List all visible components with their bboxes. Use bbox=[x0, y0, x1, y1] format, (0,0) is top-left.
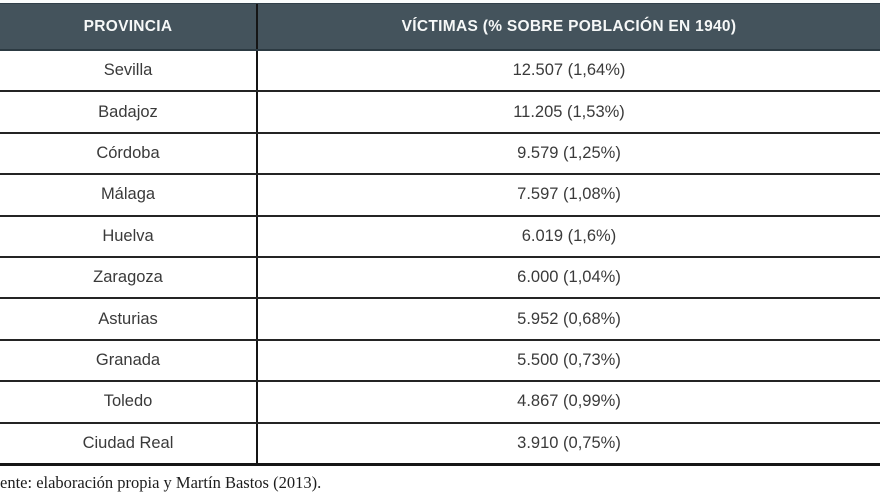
provincia-cell: Granada bbox=[0, 340, 258, 381]
source-note: ente: elaboración propia y Martín Bastos… bbox=[0, 472, 322, 492]
table-header-row: PROVINCIA VÍCTIMAS (% SOBRE POBLACIÓN EN… bbox=[0, 3, 880, 51]
victimas-cell: 4.867 (0,99%) bbox=[517, 392, 621, 411]
header-victimas: VÍCTIMAS (% SOBRE POBLACIÓN EN 1940) bbox=[401, 17, 737, 35]
victimas-cell: 6.019 (1,6%) bbox=[521, 226, 617, 245]
provincia-cell: Málaga bbox=[0, 175, 258, 215]
top-margin bbox=[0, 0, 880, 3]
provincia-cell: Zaragoza bbox=[0, 257, 258, 298]
table-row: Asturias 5.952 (0,68%) bbox=[0, 299, 880, 341]
table-row: Málaga 7.597 (1,08%) bbox=[0, 175, 880, 217]
provincia-cell: Ciudad Real bbox=[0, 423, 258, 463]
table-row: Ciudad Real 3.910 (0,75%) bbox=[0, 423, 880, 463]
victimas-cell: 12.507 (1,64%) bbox=[512, 61, 626, 80]
table-row: Zaragoza 6.000 (1,04%) bbox=[0, 257, 880, 300]
provincia-cell: Toledo bbox=[0, 382, 258, 422]
provincia-cell: Badajoz bbox=[0, 92, 258, 132]
victimas-cell: 5.952 (0,68%) bbox=[517, 309, 621, 328]
provincia-cell: Asturias bbox=[0, 299, 258, 339]
table-row: Granada 5.500 (0,73%) bbox=[0, 340, 880, 383]
victims-table: PROVINCIA VÍCTIMAS (% SOBRE POBLACIÓN EN… bbox=[0, 3, 880, 466]
victimas-cell: 9.579 (1,25%) bbox=[517, 143, 621, 162]
victimas-cell: 11.205 (1,53%) bbox=[513, 102, 625, 121]
victimas-cell: 7.597 (1,08%) bbox=[517, 185, 621, 204]
table-row: Huelva 6.019 (1,6%) bbox=[0, 216, 880, 258]
table-row: Sevilla 12.507 (1,64%) bbox=[0, 51, 880, 93]
header-provincia: PROVINCIA bbox=[0, 4, 258, 49]
provincia-cell: Sevilla bbox=[0, 51, 258, 91]
victimas-cell: 6.000 (1,04%) bbox=[517, 268, 621, 287]
table-row: Toledo 4.867 (0,99%) bbox=[0, 382, 880, 424]
provincia-cell: Huelva bbox=[0, 216, 258, 256]
victimas-cell: 5.500 (0,73%) bbox=[517, 350, 621, 369]
table-row: Córdoba 9.579 (1,25%) bbox=[0, 133, 880, 176]
table-row: Badajoz 11.205 (1,53%) bbox=[0, 92, 880, 134]
victimas-cell: 3.910 (0,75%) bbox=[517, 433, 621, 452]
provincia-cell: Córdoba bbox=[0, 133, 258, 174]
